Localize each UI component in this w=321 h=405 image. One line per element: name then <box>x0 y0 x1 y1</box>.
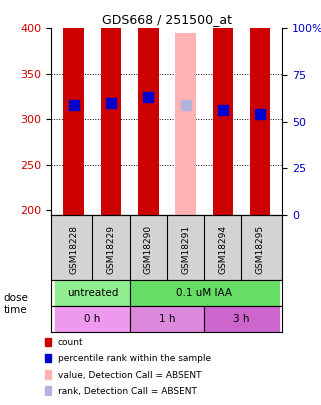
Title: GDS668 / 251500_at: GDS668 / 251500_at <box>102 13 232 26</box>
Point <box>108 100 114 106</box>
Bar <box>101 0 121 215</box>
Bar <box>175 33 196 215</box>
Text: untreated: untreated <box>67 288 118 298</box>
Text: percentile rank within the sample: percentile rank within the sample <box>58 354 211 363</box>
Text: GSM18294: GSM18294 <box>218 225 227 274</box>
Text: GSM18290: GSM18290 <box>144 225 153 274</box>
Point <box>71 102 76 108</box>
Text: GSM18228: GSM18228 <box>69 225 78 274</box>
Point <box>183 102 188 108</box>
Bar <box>250 3 270 215</box>
Text: dose: dose <box>3 293 28 303</box>
Text: value, Detection Call = ABSENT: value, Detection Call = ABSENT <box>58 371 201 379</box>
Bar <box>64 0 84 215</box>
Bar <box>204 306 279 332</box>
Text: GSM18291: GSM18291 <box>181 225 190 274</box>
Point <box>257 111 263 117</box>
Point <box>220 107 225 113</box>
Text: 0.1 uM IAA: 0.1 uM IAA <box>176 288 232 298</box>
Bar <box>55 280 130 306</box>
Text: GSM18295: GSM18295 <box>256 225 265 274</box>
Text: GSM18229: GSM18229 <box>107 225 116 274</box>
Bar <box>130 306 204 332</box>
Bar <box>55 306 130 332</box>
Text: 3 h: 3 h <box>233 314 250 324</box>
Point <box>146 94 151 100</box>
Text: 1 h: 1 h <box>159 314 175 324</box>
Bar <box>138 0 159 215</box>
Text: rank, Detection Call = ABSENT: rank, Detection Call = ABSENT <box>58 387 197 396</box>
Text: 0 h: 0 h <box>84 314 100 324</box>
Text: time: time <box>3 305 27 315</box>
Text: count: count <box>58 338 83 347</box>
Bar <box>213 0 233 215</box>
Bar <box>130 280 279 306</box>
